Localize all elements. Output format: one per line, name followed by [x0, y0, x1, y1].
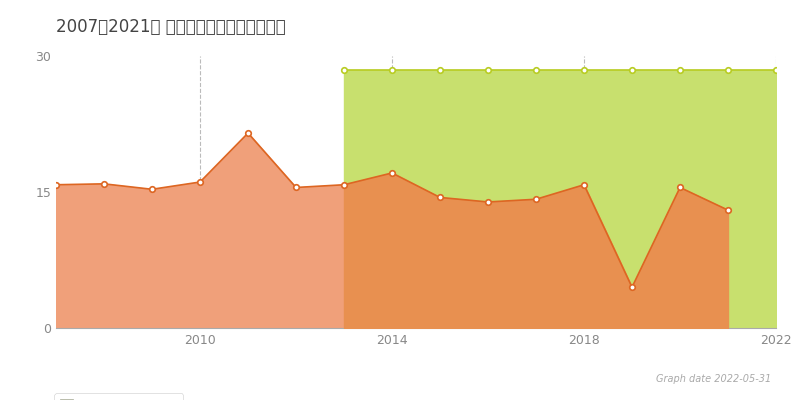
Text: Graph date 2022-05-31: Graph date 2022-05-31: [656, 374, 771, 384]
Text: 2007～2021年 つくば市小野崎の地価推移: 2007～2021年 つくば市小野崎の地価推移: [56, 18, 286, 36]
Legend: 地価公示 平均平単価(万円/平), 取引価格 平均平単価(万円/平): 地価公示 平均平単価(万円/平), 取引価格 平均平単価(万円/平): [54, 393, 183, 400]
